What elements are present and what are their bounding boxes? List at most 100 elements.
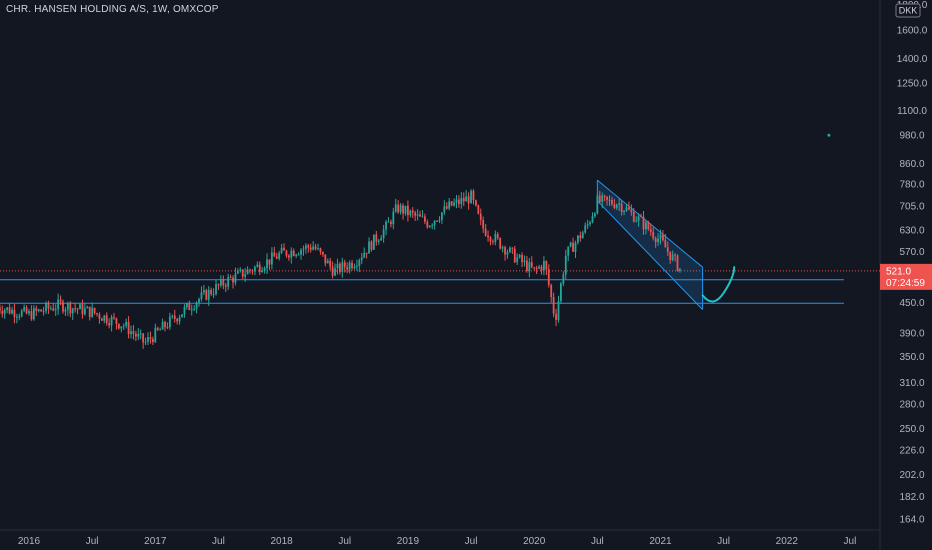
candle-body (669, 251, 672, 261)
candle-body (419, 214, 421, 217)
candle-body (275, 256, 278, 259)
candle-body (268, 259, 271, 265)
candle-body (300, 249, 302, 255)
candle-body (217, 284, 220, 286)
candle-body (368, 241, 370, 254)
candle-body (572, 242, 574, 252)
y-tick-label: 1400.0 (897, 54, 928, 65)
candle-body (159, 329, 162, 331)
candle-body (232, 277, 234, 283)
candle-body (81, 304, 84, 315)
y-tick-label: 980.0 (899, 131, 924, 142)
candle-body (338, 263, 341, 273)
candle-body (103, 315, 106, 321)
candle-body (479, 213, 482, 221)
candle-body (188, 303, 191, 310)
candle-body (416, 214, 419, 216)
candle-body (598, 195, 601, 202)
candle-body (164, 321, 166, 328)
candle-body (280, 247, 283, 254)
x-tick-label: 2021 (649, 536, 672, 547)
x-tick-label: 2016 (18, 536, 41, 547)
x-tick-label: 2020 (523, 536, 546, 547)
candle-body (608, 199, 611, 201)
candle-body (105, 315, 108, 324)
countdown-label: 07:24:59 (886, 278, 925, 289)
y-tick-label: 860.0 (899, 159, 924, 170)
candle-body (212, 293, 215, 295)
candle-body (521, 254, 523, 262)
candle-body (645, 222, 647, 230)
candle-body (314, 246, 317, 249)
candle-body (198, 299, 200, 303)
x-tick-label: Jul (338, 536, 351, 547)
candle-body (23, 307, 26, 311)
candle-body (659, 235, 662, 239)
candle-body (115, 318, 118, 324)
candle-body (611, 199, 613, 205)
channel-upper-line (597, 179, 703, 268)
candle-body (207, 289, 210, 300)
candle-body (399, 205, 402, 213)
y-tick-label: 164.0 (899, 515, 924, 526)
candle-body (404, 205, 407, 214)
candle-body (79, 304, 81, 310)
y-tick-label: 1250.0 (897, 78, 928, 89)
candle-body (484, 228, 487, 236)
candle-body (117, 323, 120, 329)
candle-body (518, 254, 521, 258)
candle-body (475, 200, 477, 206)
candle-body (100, 318, 103, 321)
candle-body (0, 307, 1, 312)
candle-body (586, 224, 589, 226)
candle-body (421, 216, 424, 218)
candle-body (377, 240, 380, 242)
candle-body (637, 216, 640, 221)
y-tick-label: 1600.0 (897, 26, 928, 37)
candle-body (32, 308, 35, 320)
candle-body (511, 247, 514, 249)
candle-body (134, 333, 137, 337)
candle-body (205, 290, 208, 300)
candle-body (375, 234, 378, 242)
x-tick-label: Jul (717, 536, 730, 547)
candle-body (458, 199, 460, 205)
candle-body (312, 246, 315, 250)
candle-body (662, 235, 664, 241)
candle-body (76, 308, 79, 310)
candle-body (533, 267, 536, 269)
y-tick-label: 780.0 (899, 180, 924, 191)
candle-body (589, 222, 591, 225)
candle-body (270, 252, 273, 265)
candle-body (256, 264, 259, 267)
candle-body (25, 307, 28, 314)
candle-body (526, 260, 528, 272)
candle-body (441, 212, 443, 220)
candle-body (630, 209, 633, 212)
y-tick-label: 250.0 (899, 424, 924, 435)
candle-body (35, 308, 38, 311)
candle-body (448, 201, 451, 209)
candle-body (166, 327, 169, 329)
candle-body (555, 313, 557, 320)
candle-body (538, 266, 540, 269)
candle-body (304, 245, 307, 249)
candle-body (353, 266, 356, 269)
candle-body (229, 277, 232, 279)
candle-body (424, 216, 426, 222)
candle-body (640, 216, 642, 218)
candle-body (557, 301, 560, 320)
candle-body (547, 269, 550, 285)
candle-body (509, 247, 511, 253)
candle-body (307, 245, 310, 248)
candle-body (535, 268, 538, 270)
candle-body (618, 203, 621, 205)
y-tick-label: 450.0 (899, 298, 924, 309)
candle-body (492, 241, 494, 243)
candle-body (363, 252, 366, 258)
candle-body (334, 268, 336, 276)
candle-body (54, 309, 57, 311)
candle-body (453, 202, 455, 206)
candle-body (482, 220, 485, 229)
